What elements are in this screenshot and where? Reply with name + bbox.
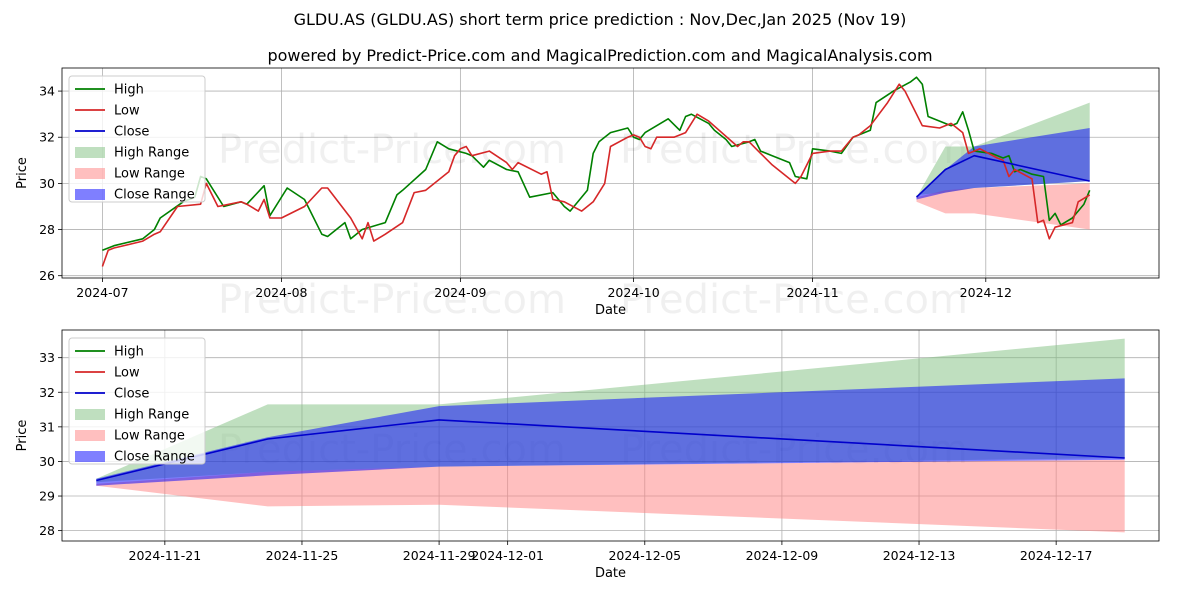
y-axis-label: Price xyxy=(15,157,30,189)
panel-bottom: 2024-11-21 2024-11-25 2024-11-292024-12-01… xyxy=(15,329,1160,581)
legend-swatch-high-range xyxy=(75,409,105,420)
x-tick-label: 2024-08 xyxy=(255,285,307,300)
watermark-text: Predict-Price.com xyxy=(620,277,968,323)
x-axis-label: Date xyxy=(595,303,626,318)
legend-label-close-range: Close Range xyxy=(114,188,195,203)
high-line xyxy=(102,76,1091,252)
chart-subtitle: powered by Predict-Price.com and Magical… xyxy=(267,46,933,65)
x-tick-label: 2024-11-21 xyxy=(129,548,202,563)
legend: High Low Close High Range Low Range Close Ran… xyxy=(68,337,206,465)
legend-label-low-range: Low Range xyxy=(114,429,185,444)
low-range-band xyxy=(96,459,1125,533)
y-tick-label: 30 xyxy=(39,176,55,191)
legend-label-high: High xyxy=(114,83,144,98)
x-tick-label: 2024-09 xyxy=(434,285,486,300)
y-axis-label: Price xyxy=(15,420,30,452)
x-tick-label: 2024-12-09 xyxy=(746,548,819,563)
legend-swatch-close-range xyxy=(75,451,105,462)
close-line xyxy=(915,154,1090,198)
y-tick-label: 34 xyxy=(39,84,55,99)
x-tick-label: 2024-12-05 xyxy=(608,548,681,563)
legend-label-low: Low xyxy=(114,366,140,381)
x-tick-label: 2024-12-13 xyxy=(883,548,956,563)
axes-frame xyxy=(61,329,1160,542)
y-tick-label: 33 xyxy=(39,350,55,365)
legend-swatch-high-range xyxy=(75,147,105,158)
panel-top: 2024-07 2024-08 2024-09 2024-10 2024-11 2024-… xyxy=(15,67,1160,323)
legend: High Low Close High Range Low Range Close Ran… xyxy=(68,75,206,203)
x-tick-label: 2024-10 xyxy=(607,285,659,300)
y-tick-label: 29 xyxy=(39,489,55,504)
y-tick-label: 30 xyxy=(39,454,55,469)
axes-frame xyxy=(61,67,1160,279)
legend-swatch-low-range xyxy=(75,430,105,441)
legend-label-low-range: Low Range xyxy=(114,167,185,182)
legend-label-close: Close xyxy=(114,125,149,140)
y-tick-label: 31 xyxy=(39,419,55,434)
x-tick-label: 2024-12-17 xyxy=(1020,548,1093,563)
chart-title: GLDU.AS (GLDU.AS) short term price predi… xyxy=(293,10,907,29)
legend-swatch-low-range xyxy=(75,168,105,179)
close-range-band xyxy=(96,378,1125,486)
watermark-text: Predict-Price.com xyxy=(218,127,566,173)
legend-label-high-range: High Range xyxy=(114,146,189,161)
legend-label-low: Low xyxy=(114,104,140,119)
low-line xyxy=(101,83,1091,267)
y-tick-label: 28 xyxy=(39,222,55,237)
x-tick-label: 2024-11-29 xyxy=(403,548,476,563)
x-tick-label: 2024-11 xyxy=(786,285,838,300)
watermark-text: Predict-Price.com xyxy=(218,277,566,323)
close-range-band xyxy=(916,128,1090,200)
legend-label-close: Close xyxy=(114,387,149,402)
x-tick-label: 2024-12-01 xyxy=(471,548,544,563)
x-axis-label: Date xyxy=(595,566,626,581)
legend-label-high: High xyxy=(114,345,144,360)
legend-label-close-range: Close Range xyxy=(114,450,195,465)
watermark-text: Predict-Price.com xyxy=(620,127,968,173)
x-tick-label: 2024-11-25 xyxy=(266,548,339,563)
y-tick-label: 32 xyxy=(39,130,55,145)
y-tick-label: 26 xyxy=(39,268,55,283)
y-tick-label: 28 xyxy=(39,523,55,538)
y-tick-label: 32 xyxy=(39,385,55,400)
x-tick-label: 2024-07 xyxy=(76,285,128,300)
x-tick-label: 2024-12 xyxy=(960,285,1012,300)
legend-label-high-range: High Range xyxy=(114,408,189,423)
legend-swatch-close-range xyxy=(75,189,105,200)
